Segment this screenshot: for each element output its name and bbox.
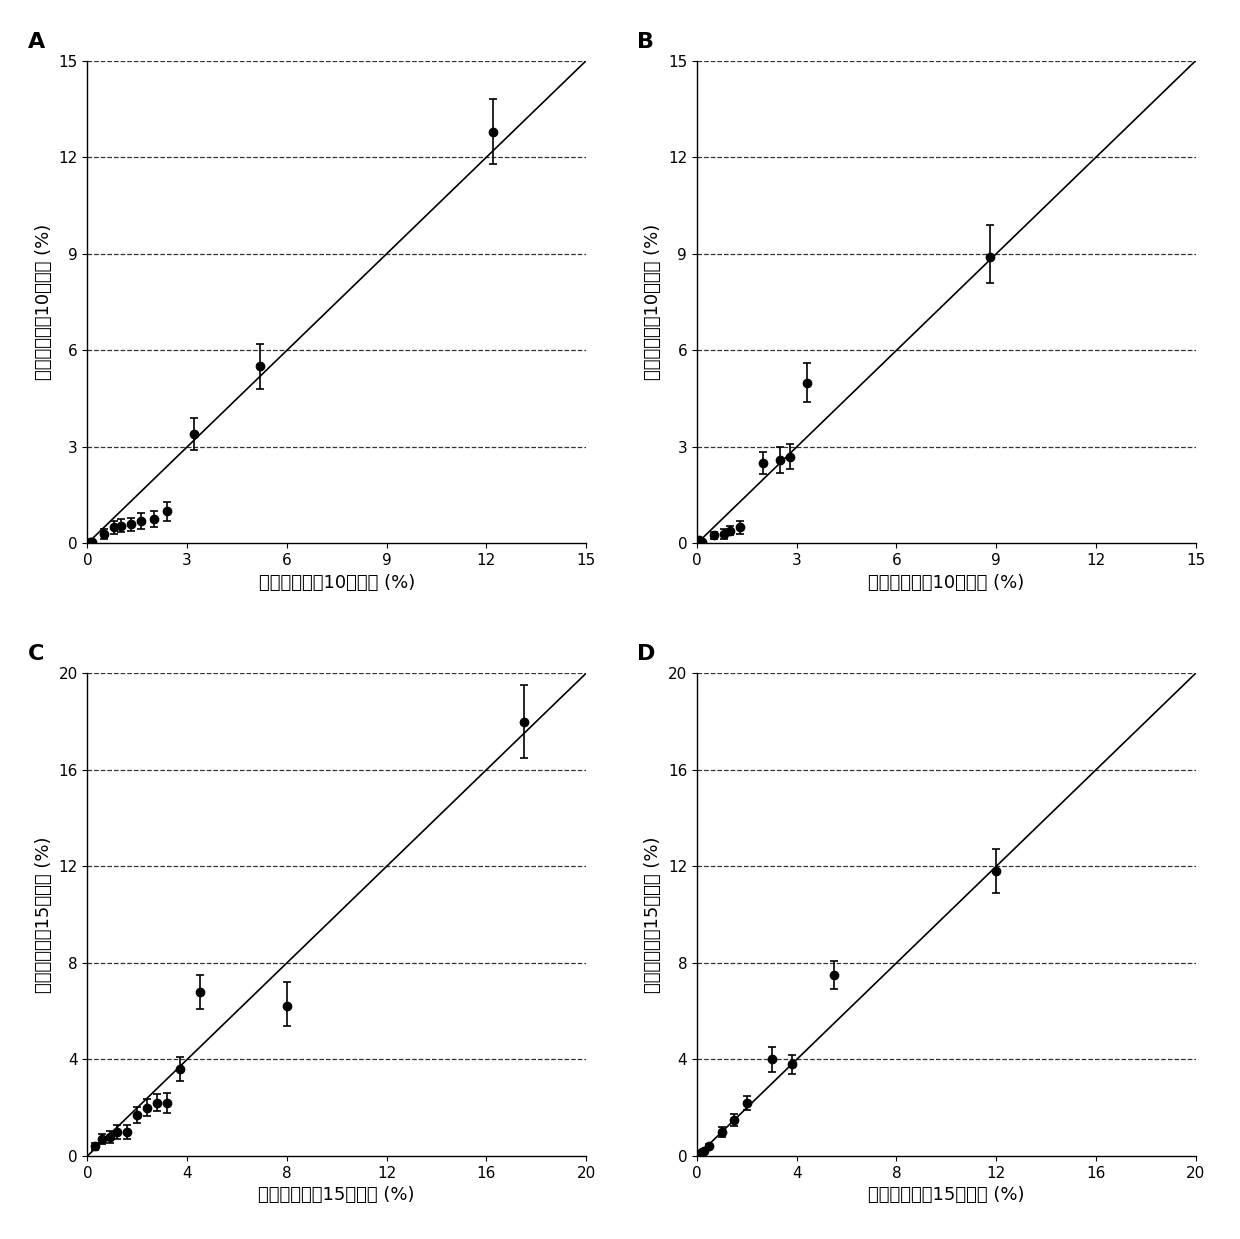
X-axis label: 预测的脑卒中10年风险 (%): 预测的脑卒中10年风险 (%) (259, 574, 415, 592)
Y-axis label: 观察的脑卒中10年风险 (%): 观察的脑卒中10年风险 (%) (645, 224, 662, 380)
Y-axis label: 观察的脑卒中15年风险 (%): 观察的脑卒中15年风险 (%) (35, 836, 53, 992)
X-axis label: 预测的脑卒中15年风险 (%): 预测的脑卒中15年风险 (%) (868, 1186, 1024, 1204)
Y-axis label: 观察的脑卒中15年风险 (%): 观察的脑卒中15年风险 (%) (645, 836, 662, 992)
X-axis label: 预测的脑卒中10年风险 (%): 预测的脑卒中10年风险 (%) (868, 574, 1024, 592)
Text: B: B (637, 32, 655, 52)
Y-axis label: 观察的脑卒中10年风险 (%): 观察的脑卒中10年风险 (%) (35, 224, 53, 380)
X-axis label: 预测的脑卒中15年风险 (%): 预测的脑卒中15年风险 (%) (258, 1186, 415, 1204)
Text: C: C (27, 644, 43, 664)
Text: A: A (27, 32, 45, 52)
Text: D: D (637, 644, 656, 664)
